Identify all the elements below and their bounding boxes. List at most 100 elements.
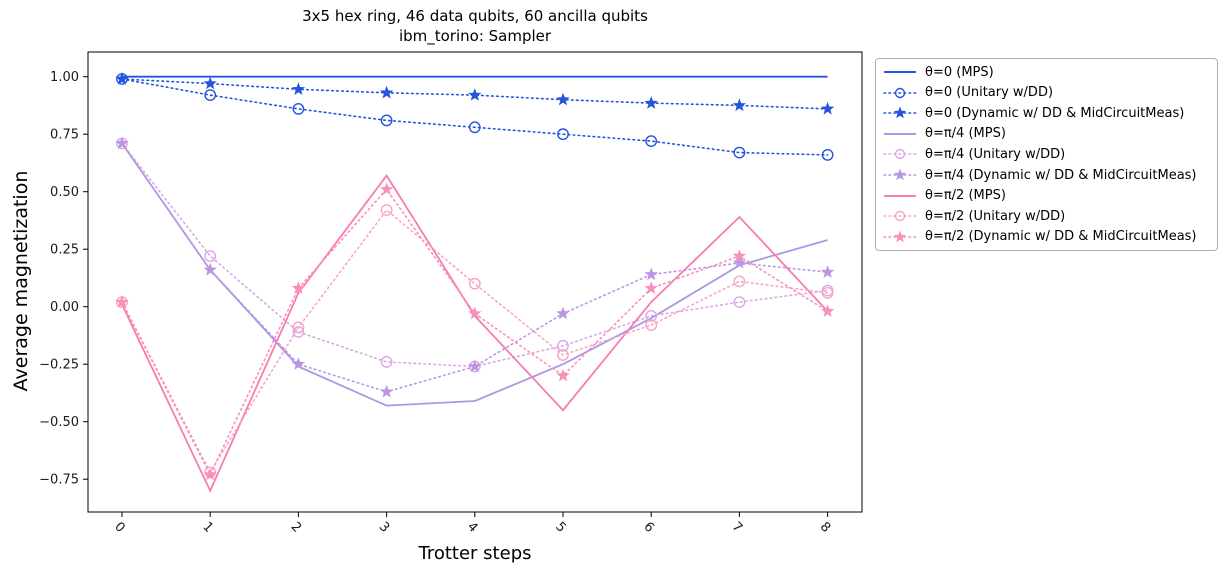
legend-entry-2: θ=0 (Dynamic w/ DD & MidCircuitMeas) (882, 103, 1211, 123)
y-tick-label: 0.00 (50, 300, 79, 315)
data-point-star-s8 (291, 281, 306, 294)
data-point-star-s2 (468, 88, 482, 101)
data-point-star-s8 (468, 306, 482, 320)
legend-label: θ=π/4 (MPS) (925, 126, 1006, 142)
series-line-4 (121, 142, 829, 368)
legend-entry-5: θ=π/4 (Dynamic w/ DD & MidCircuitMeas) (882, 165, 1211, 185)
legend-entry-7: θ=π/2 (Unitary w/DD) (882, 206, 1211, 226)
y-tick-label: 1.00 (50, 70, 79, 85)
data-point-star-s8 (203, 467, 217, 481)
data-point-star-s8 (820, 304, 835, 317)
x-tick-label: 1 (199, 519, 215, 535)
y-tick-label: 0.75 (50, 128, 79, 143)
data-point-star-s5 (644, 267, 658, 281)
data-point-star-s5 (203, 262, 217, 276)
y-tick-label: 0.50 (50, 185, 79, 200)
data-point-circle-s7 (557, 349, 569, 361)
data-point-star-s8 (732, 249, 747, 262)
x-tick-label: 0 (111, 519, 127, 535)
legend-sample-star (883, 168, 917, 181)
legend-sample-line (884, 71, 916, 74)
x-axis-label: Trotter steps (418, 543, 532, 564)
data-point-circle-s4 (380, 355, 393, 368)
legend-sample-circle (883, 210, 917, 222)
legend-entry-4: θ=π/4 (Unitary w/DD) (882, 144, 1211, 164)
data-point-circle-s1 (821, 148, 834, 161)
data-point-circle-s7 (292, 321, 305, 334)
y-tick-label: −0.25 (39, 358, 79, 373)
data-point-circle-s1 (733, 146, 746, 159)
data-point-star-s5 (556, 306, 570, 320)
legend-label: θ=π/2 (Dynamic w/ DD & MidCircuitMeas) (925, 229, 1197, 245)
data-point-circle-s7 (733, 275, 746, 288)
y-tick-label: −0.50 (39, 415, 79, 430)
data-point-star-s2 (203, 76, 217, 90)
legend-label: θ=π/4 (Unitary w/DD) (925, 146, 1066, 162)
x-tick-label: 2 (288, 519, 304, 535)
chart-title-line1: 3x5 hex ring, 46 data qubits, 60 ancilla… (302, 7, 648, 25)
data-point-circle-s7 (468, 277, 481, 290)
x-tick-label: 5 (552, 519, 568, 535)
chart-title: 3x5 hex ring, 46 data qubits, 60 ancilla… (88, 6, 862, 46)
series-line-3 (121, 142, 828, 407)
data-point-circle-s4 (645, 309, 658, 322)
data-point-star-s8 (115, 295, 129, 308)
data-point-star-s2 (732, 98, 747, 112)
data-point-star-s8 (644, 281, 658, 294)
data-point-star-s5 (115, 136, 129, 150)
series-line-5 (121, 142, 829, 393)
data-point-circle-s4 (204, 250, 217, 263)
series-line-7 (121, 208, 829, 474)
data-point-star-s2 (556, 92, 570, 106)
legend-entry-1: θ=0 (Unitary w/DD) (882, 83, 1211, 103)
legend-entry-0: θ=0 (MPS) (882, 62, 1211, 82)
data-point-star-s2 (644, 96, 658, 109)
x-tick-label: 6 (640, 519, 656, 535)
star-marker-icon (893, 106, 907, 119)
star-marker-icon (893, 168, 907, 181)
x-tick-label: 4 (464, 519, 480, 535)
data-point-circle-s1 (557, 128, 569, 141)
data-point-circle-s1 (204, 89, 217, 102)
data-point-circle-s1 (292, 103, 305, 115)
data-point-star-s2 (115, 72, 129, 85)
data-point-circle-s1 (468, 121, 481, 134)
series-line-8 (121, 188, 829, 477)
y-tick-label: −0.75 (39, 473, 79, 488)
data-point-circle-s7 (380, 204, 393, 217)
data-point-star-s8 (556, 368, 570, 382)
legend-sample-line (884, 194, 916, 197)
x-tick-label: 8 (817, 519, 833, 535)
circle-marker-icon (894, 149, 906, 160)
data-point-star-s2 (379, 85, 394, 99)
data-point-circle-s7 (645, 319, 658, 331)
data-point-star-s5 (468, 359, 482, 373)
x-tick-label: 7 (729, 519, 745, 535)
data-point-circle-s4 (821, 284, 834, 297)
legend-sample-star (883, 230, 917, 242)
circle-marker-icon (894, 210, 906, 222)
data-point-circle-s4 (733, 296, 746, 308)
data-point-star-s8 (379, 182, 394, 196)
chart-title-line2: ibm_torino: Sampler (398, 27, 552, 45)
legend-label: θ=π/4 (Dynamic w/ DD & MidCircuitMeas) (925, 167, 1197, 183)
data-point-star-s5 (379, 384, 394, 398)
legend-label: θ=π/2 (Unitary w/DD) (925, 208, 1066, 224)
data-point-star-s2 (291, 82, 306, 95)
legend-sample-star (883, 106, 917, 119)
data-point-star-s5 (291, 357, 306, 370)
data-point-circle-s7 (821, 286, 834, 299)
legend-entry-3: θ=π/4 (MPS) (882, 124, 1211, 144)
data-point-circle-s1 (645, 135, 658, 148)
series-line-1 (121, 78, 829, 156)
legend-label: θ=π/2 (MPS) (925, 188, 1006, 204)
legend-label: θ=0 (Unitary w/DD) (925, 85, 1054, 101)
data-point-star-s2 (820, 101, 835, 115)
legend-box: θ=0 (MPS) θ=0 (Unitary w/DD) θ=0 (Dynamic … (875, 58, 1218, 251)
legend-sample-circle (883, 87, 917, 99)
y-tick-label: 0.25 (50, 243, 79, 258)
legend-label: θ=0 (Dynamic w/ DD & MidCircuitMeas) (925, 105, 1185, 121)
star-marker-icon (893, 230, 907, 242)
